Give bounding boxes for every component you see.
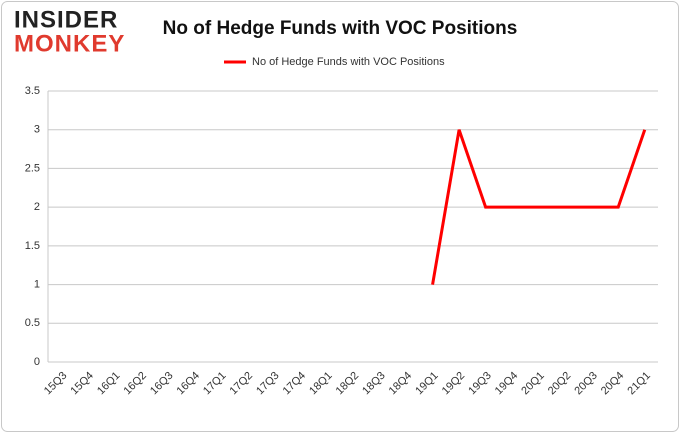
logo-bottom: MONKEY <box>14 30 125 57</box>
data-line <box>431 129 647 285</box>
y-tick-label: 3 <box>34 124 40 136</box>
y-tick-label: 2.5 <box>25 162 40 174</box>
y-tick-label: 1.5 <box>25 240 40 252</box>
legend-label: No of Hedge Funds with VOC Positions <box>252 56 445 68</box>
y-tick-label: 2 <box>34 201 40 213</box>
chart-title: No of Hedge Funds with VOC Positions <box>163 18 518 39</box>
y-tick-label: 0 <box>34 356 40 368</box>
logo-top: INSIDER <box>14 6 118 33</box>
y-tick-label: 0.5 <box>25 317 40 329</box>
y-tick-label: 1 <box>34 278 40 290</box>
y-tick-label: 3.5 <box>25 85 40 97</box>
